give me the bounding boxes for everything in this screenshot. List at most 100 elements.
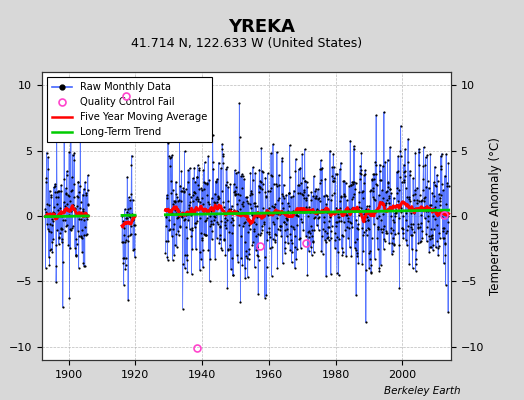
- Legend: Raw Monthly Data, Quality Control Fail, Five Year Moving Average, Long-Term Tren: Raw Monthly Data, Quality Control Fail, …: [47, 77, 212, 142]
- Point: [367, 270, 375, 276]
- Point: [292, 256, 301, 262]
- Point: [184, 167, 192, 174]
- Point: [375, 268, 384, 274]
- Point: [232, 200, 241, 207]
- Point: [318, 164, 326, 171]
- Point: [255, 184, 264, 190]
- Point: [394, 230, 402, 236]
- Point: [441, 252, 450, 258]
- Point: [375, 264, 384, 271]
- Point: [397, 153, 405, 159]
- Point: [379, 226, 387, 232]
- Point: [361, 170, 369, 177]
- Point: [273, 182, 281, 189]
- Point: [212, 178, 220, 185]
- Point: [46, 220, 54, 227]
- Point: [75, 216, 84, 222]
- Point: [192, 246, 200, 252]
- Point: [391, 212, 399, 219]
- Point: [393, 184, 401, 191]
- Point: [302, 204, 310, 210]
- Point: [411, 191, 419, 198]
- Point: [371, 197, 379, 204]
- Point: [398, 179, 406, 185]
- Point: [300, 195, 308, 201]
- Point: [258, 186, 266, 192]
- Point: [385, 195, 393, 202]
- Point: [344, 215, 353, 221]
- Point: [333, 171, 342, 177]
- Point: [327, 235, 335, 242]
- Point: [73, 192, 81, 199]
- Point: [329, 178, 337, 184]
- Point: [319, 226, 327, 232]
- Point: [224, 197, 233, 204]
- Point: [77, 234, 85, 240]
- Point: [401, 146, 409, 152]
- Point: [122, 215, 130, 221]
- Point: [272, 180, 280, 187]
- Point: [163, 256, 172, 263]
- Point: [410, 206, 418, 212]
- Point: [79, 260, 88, 266]
- Point: [421, 204, 429, 210]
- Point: [391, 231, 399, 238]
- Point: [210, 216, 218, 223]
- Point: [313, 206, 321, 212]
- Point: [286, 231, 294, 238]
- Point: [183, 269, 192, 276]
- Point: [337, 218, 345, 224]
- Point: [231, 190, 239, 197]
- Point: [167, 154, 175, 160]
- Point: [377, 262, 385, 268]
- Point: [275, 172, 283, 178]
- Point: [324, 234, 332, 241]
- Point: [205, 177, 213, 184]
- Point: [304, 234, 313, 240]
- Point: [285, 190, 293, 196]
- Point: [70, 150, 79, 156]
- Point: [46, 229, 54, 235]
- Point: [433, 172, 441, 178]
- Point: [217, 188, 226, 194]
- Point: [441, 173, 449, 179]
- Point: [187, 194, 195, 200]
- Point: [343, 206, 352, 212]
- Point: [178, 188, 186, 194]
- Point: [352, 179, 360, 186]
- Point: [371, 159, 379, 165]
- Point: [395, 285, 403, 292]
- Point: [258, 222, 267, 229]
- Point: [272, 215, 281, 222]
- Point: [222, 181, 230, 188]
- Point: [45, 262, 53, 268]
- Point: [303, 206, 311, 212]
- Point: [413, 200, 421, 206]
- Point: [168, 257, 177, 263]
- Point: [255, 189, 263, 195]
- Point: [193, 218, 201, 224]
- Point: [331, 237, 340, 243]
- Point: [217, 244, 225, 251]
- Point: [250, 264, 259, 271]
- Point: [311, 213, 319, 220]
- Point: [237, 201, 246, 207]
- Point: [343, 197, 351, 203]
- Point: [435, 230, 443, 236]
- Point: [175, 197, 183, 203]
- Point: [269, 141, 277, 148]
- Point: [240, 210, 248, 216]
- Point: [234, 209, 243, 215]
- Point: [177, 168, 185, 174]
- Point: [347, 182, 355, 188]
- Point: [443, 180, 451, 186]
- Point: [245, 226, 254, 232]
- Point: [326, 148, 334, 154]
- Point: [228, 215, 236, 221]
- Point: [277, 208, 285, 214]
- Point: [50, 210, 58, 216]
- Point: [405, 206, 413, 212]
- Point: [180, 188, 188, 195]
- Point: [289, 223, 297, 230]
- Point: [291, 168, 300, 174]
